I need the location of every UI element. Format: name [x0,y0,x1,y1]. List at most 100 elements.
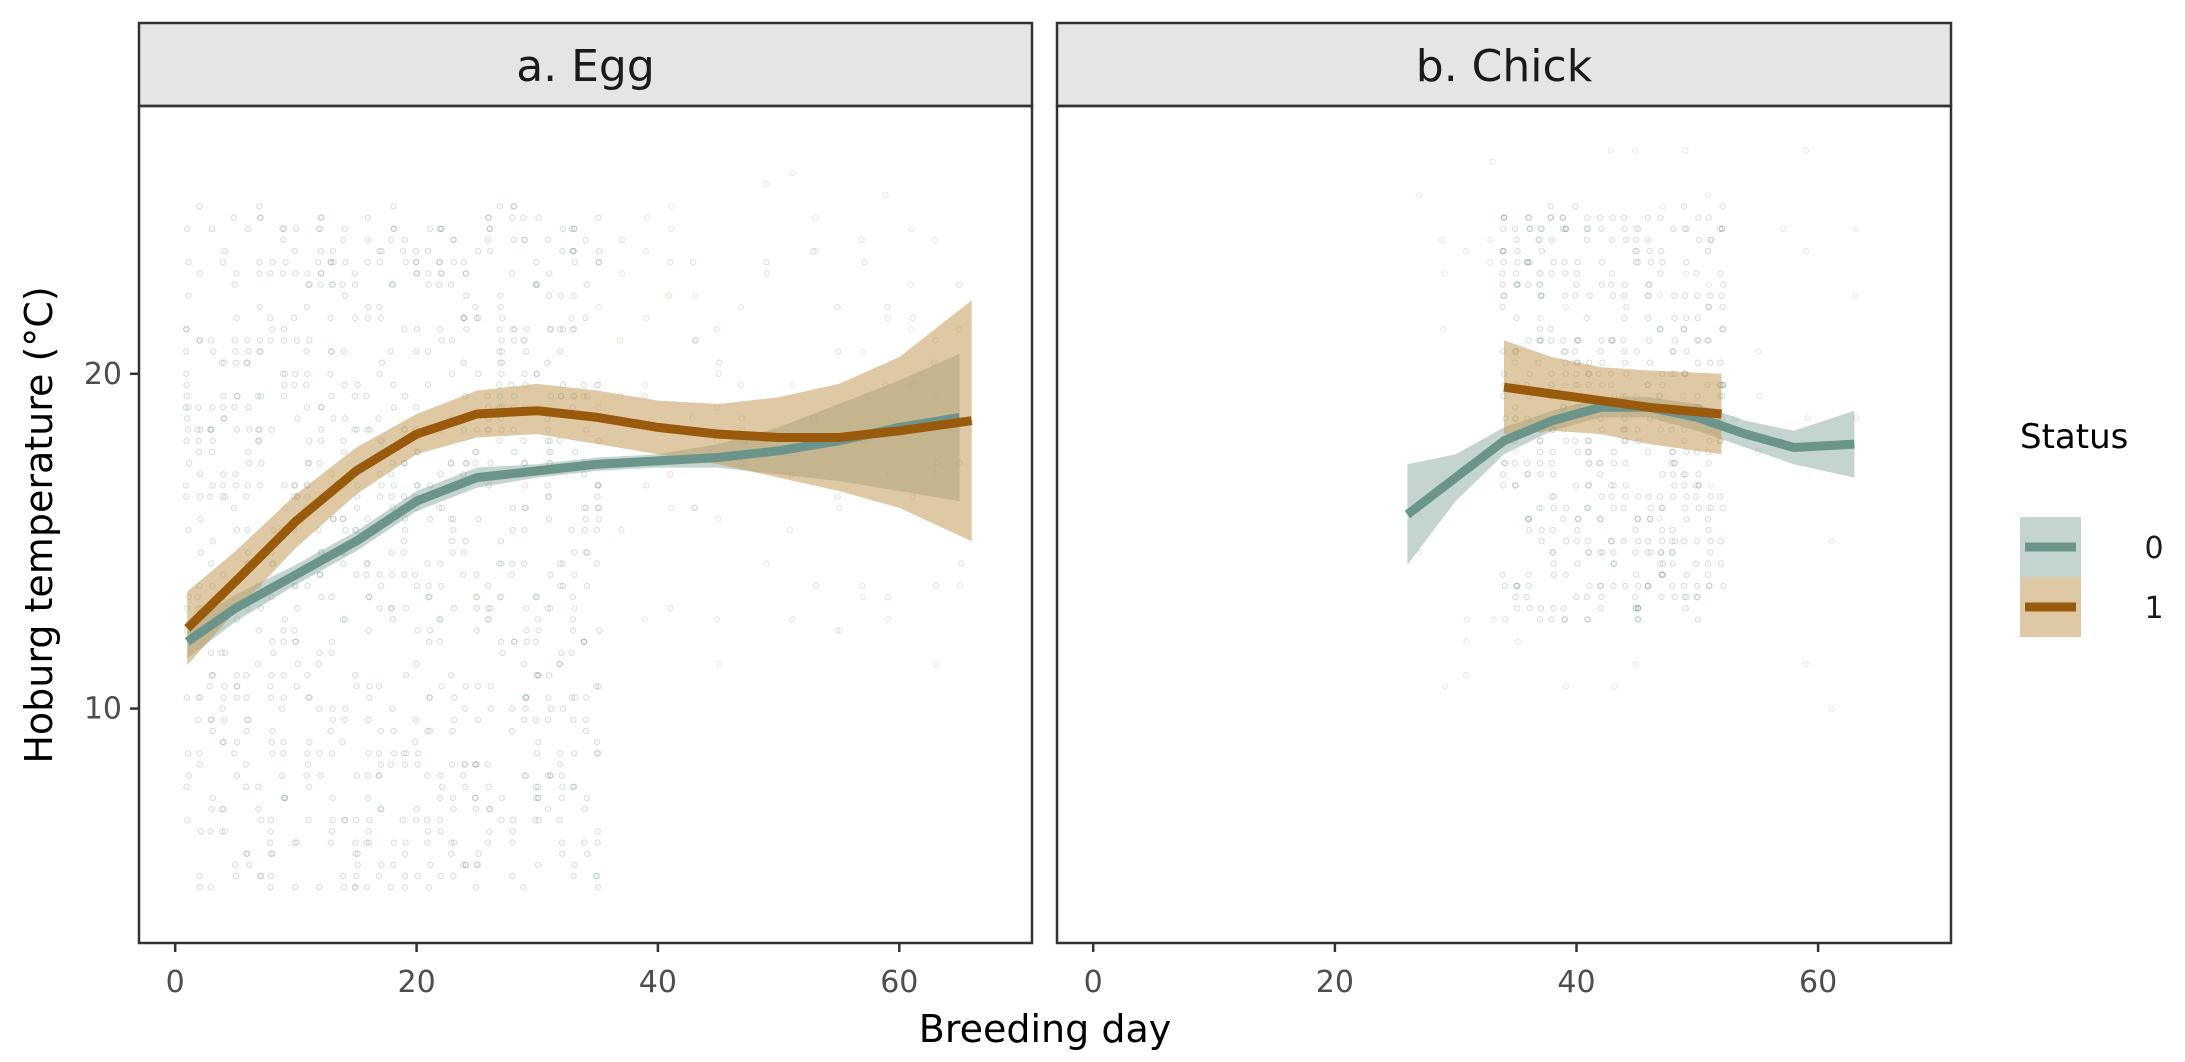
data-point [353,504,361,511]
data-point [364,259,371,266]
data-point [834,303,841,311]
data-point [426,694,433,701]
data-point [242,761,250,768]
data-point [1598,281,1606,288]
data-point [1610,582,1617,590]
data-point [280,225,287,232]
data-point [544,236,552,244]
data-point [269,326,276,333]
data-point [218,359,225,366]
data-point [533,281,541,288]
data-point [209,348,217,355]
data-point [545,292,553,299]
data-point [448,850,455,857]
data-point [1621,314,1628,322]
data-point [258,817,265,824]
data-point [303,303,311,311]
panel-chick-ticks: 0 20 40 60 [1084,943,1837,1000]
data-point [487,705,494,712]
data-point [303,381,310,389]
data-point [487,247,494,255]
data-point [1695,482,1702,489]
data-point [388,605,395,612]
data-point [580,381,588,389]
data-point [304,582,311,590]
data-point [581,504,588,511]
data-point [908,225,916,232]
data-point [1659,504,1666,511]
data-point [220,738,227,746]
data-point [1620,214,1628,221]
data-point [1583,593,1591,601]
data-point [462,861,469,869]
data-point [366,426,373,433]
data-point [401,761,409,768]
data-point [835,348,842,355]
data-point [1610,560,1618,567]
data-point [1500,259,1507,266]
data-point [1559,214,1566,221]
data-point [497,359,504,366]
data-point [569,616,577,623]
data-point [557,582,564,590]
data-point [1646,281,1653,288]
data-point [1525,515,1532,523]
data-point [451,839,458,846]
data-point [1705,281,1713,288]
data-point [1513,582,1520,590]
data-point [294,660,301,668]
data-point [1705,303,1713,311]
data-point [1585,437,1593,444]
data-point [1645,493,1652,500]
line-status-0 [184,412,961,646]
data-point [1658,571,1665,578]
data-point [353,872,360,880]
data-point [1647,259,1655,266]
data-point [195,448,203,456]
data-point [388,493,395,500]
data-point [1500,214,1508,221]
data-point [1560,348,1568,355]
data-point [1514,259,1521,266]
data-point [1657,549,1665,556]
data-point [763,270,771,277]
data-point [257,605,265,612]
data-point [1513,281,1520,288]
data-point [1571,203,1579,210]
data-point [1514,582,1521,590]
data-point [460,314,467,322]
data-point [387,471,395,478]
data-point [1583,616,1591,623]
data-point [1597,515,1604,523]
data-point [365,627,372,634]
data-point [1693,270,1700,277]
data-point [281,482,288,489]
data-point [786,526,794,534]
data-point [1621,225,1628,232]
data-point [377,761,385,768]
data-point [1681,225,1689,232]
data-point [244,359,251,366]
data-point [1536,281,1543,288]
data-point [545,694,552,701]
data-point [315,259,322,266]
data-point [268,426,275,433]
data-point [595,259,602,266]
data-point [907,281,915,288]
data-point [1682,147,1689,154]
data-point [426,694,433,701]
data-point [569,247,576,255]
data-point [668,225,675,232]
data-point [534,783,542,791]
data-point [642,247,649,255]
data-point [1537,448,1544,456]
data-point [473,571,480,578]
data-point [267,337,274,344]
data-point [484,236,491,244]
data-point [363,884,370,891]
data-point [207,426,215,433]
data-point [1621,348,1628,355]
data-point [365,716,372,724]
data-point [1523,459,1531,467]
data-point [1705,582,1713,590]
